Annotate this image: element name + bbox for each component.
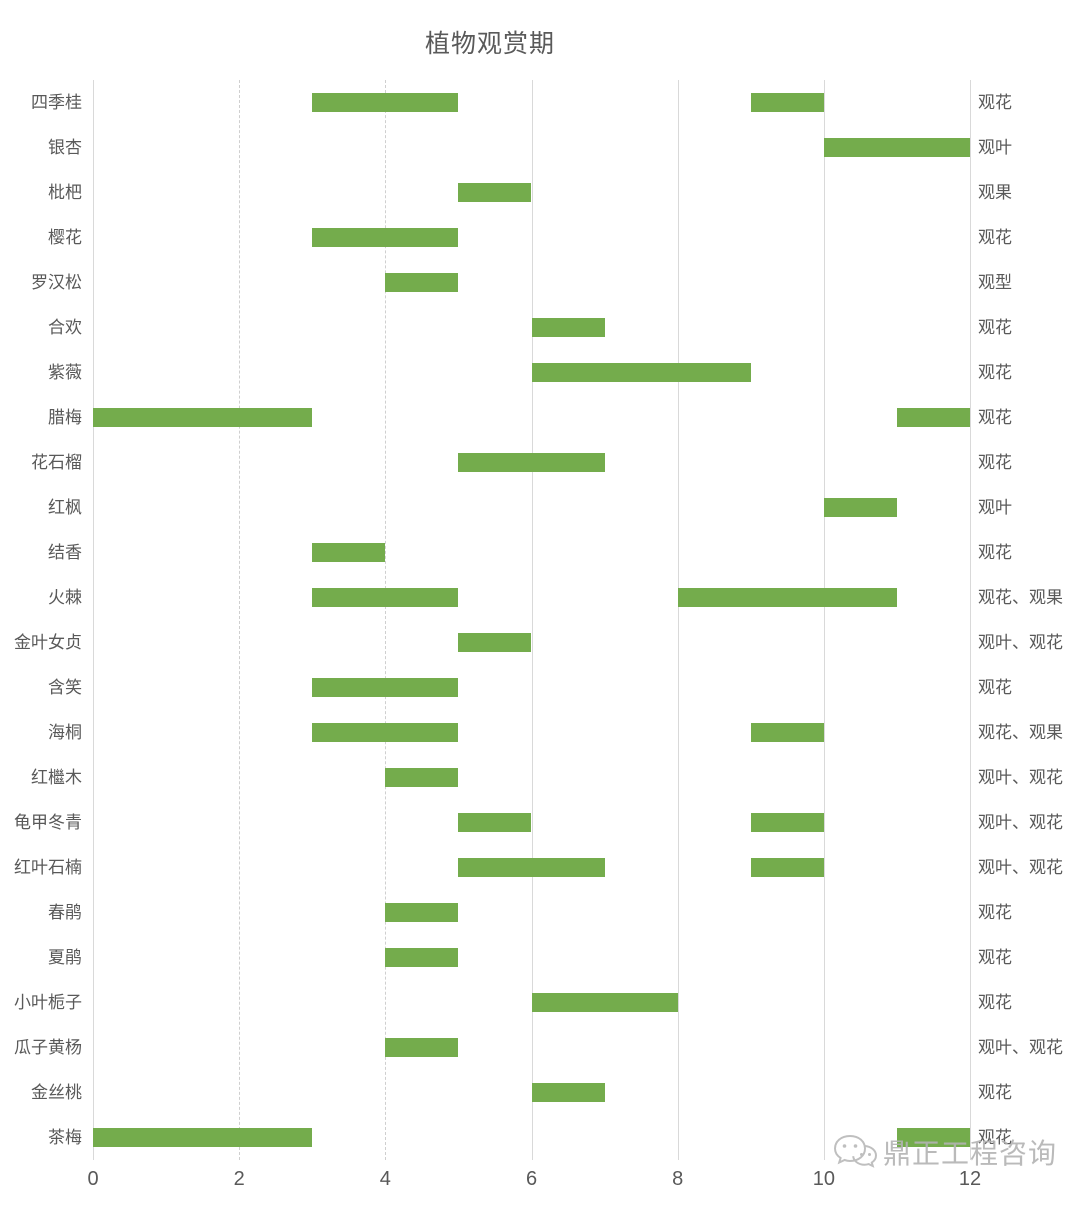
row-label-11: 结香 [48, 543, 82, 562]
bar-火棘-1 [312, 588, 459, 607]
bar-红叶石楠-2 [750, 858, 824, 877]
category-label-14: 观花 [978, 678, 1012, 697]
category-label-20: 观花 [978, 948, 1012, 967]
bar-夏鹃-1 [385, 948, 459, 967]
category-label-13: 观叶、观花 [978, 633, 1063, 652]
bar-金叶女贞-1 [458, 633, 532, 652]
category-label-3: 观果 [978, 183, 1012, 202]
row-label-16: 红檵木 [31, 768, 82, 787]
grid-line-month-10 [823, 80, 825, 1160]
row-label-17: 龟甲冬青 [14, 813, 82, 832]
category-label-9: 观花 [978, 453, 1012, 472]
bar-四季桂-1 [312, 93, 459, 112]
row-label-1: 四季桂 [31, 93, 82, 112]
bar-合欢-1 [531, 318, 605, 337]
bar-龟甲冬青-1 [458, 813, 532, 832]
row-label-21: 小叶栀子 [14, 993, 82, 1012]
bar-枇杷-1 [458, 183, 532, 202]
row-label-4: 樱花 [48, 228, 82, 247]
grid-line-month-4 [385, 80, 387, 1160]
grid-line-month-12 [970, 80, 971, 1160]
row-label-15: 海桐 [48, 723, 82, 742]
category-label-4: 观花 [978, 228, 1012, 247]
bar-四季桂-2 [750, 93, 824, 112]
category-label-8: 观花 [978, 408, 1012, 427]
row-label-20: 夏鹃 [48, 948, 82, 967]
bar-茶梅-2 [896, 1128, 970, 1147]
grid-line-month-0 [93, 80, 94, 1160]
bar-花石榴-1 [458, 453, 605, 472]
bar-春鹃-1 [385, 903, 459, 922]
bar-腊梅-1 [93, 408, 313, 427]
bar-樱花-1 [312, 228, 459, 247]
row-label-9: 花石榴 [31, 453, 82, 472]
category-label-7: 观花 [978, 363, 1012, 382]
row-label-6: 合欢 [48, 318, 82, 337]
category-label-15: 观花、观果 [978, 723, 1063, 742]
category-label-11: 观花 [978, 543, 1012, 562]
grid-line-month-6 [531, 80, 533, 1160]
row-label-24: 茶梅 [48, 1128, 82, 1147]
bar-紫薇-1 [531, 363, 751, 382]
bar-含笑-1 [312, 678, 459, 697]
row-label-2: 银杏 [48, 138, 82, 157]
category-label-5: 观型 [978, 273, 1012, 292]
category-label-16: 观叶、观花 [978, 768, 1063, 787]
x-tick-label-12: 12 [958, 1168, 982, 1190]
x-tick-label-6: 6 [525, 1168, 538, 1190]
bar-小叶栀子-1 [531, 993, 678, 1012]
row-label-19: 春鹃 [48, 903, 82, 922]
category-label-1: 观花 [978, 93, 1012, 112]
bar-腊梅-2 [896, 408, 970, 427]
watermark: 鼎正工程咨询 [832, 1132, 1057, 1172]
category-label-23: 观花 [978, 1083, 1012, 1102]
bar-结香-1 [312, 543, 386, 562]
x-tick-label-10: 10 [812, 1168, 835, 1190]
bar-瓜子黄杨-1 [385, 1038, 459, 1057]
bar-金丝桃-1 [531, 1083, 605, 1102]
bar-红叶石楠-1 [458, 858, 605, 877]
category-label-21: 观花 [978, 993, 1012, 1012]
wechat-logo-icon [833, 1134, 878, 1168]
watermark-text: 鼎正工程咨询 [883, 1138, 1058, 1169]
bar-火棘-2 [677, 588, 897, 607]
category-label-12: 观花、观果 [978, 588, 1063, 607]
bar-罗汉松-1 [385, 273, 459, 292]
bar-海桐-1 [312, 723, 459, 742]
bar-茶梅-1 [93, 1128, 313, 1147]
x-tick-label-8: 8 [672, 1168, 684, 1190]
row-label-8: 腊梅 [48, 408, 82, 427]
category-label-22: 观叶、观花 [978, 1038, 1063, 1057]
row-label-18: 红叶石楠 [14, 858, 82, 877]
chart-title: 植物观赏期 [424, 30, 555, 58]
category-label-2: 观叶 [978, 138, 1012, 157]
row-label-5: 罗汉松 [31, 273, 82, 292]
row-label-13: 金叶女贞 [14, 633, 82, 652]
bar-海桐-2 [750, 723, 824, 742]
category-label-18: 观叶、观花 [978, 858, 1063, 877]
grid-line-month-8 [677, 80, 679, 1160]
bar-银杏-1 [823, 138, 970, 157]
row-label-23: 金丝桃 [31, 1083, 82, 1102]
bar-红檵木-1 [385, 768, 459, 787]
x-tick-label-2: 2 [233, 1168, 245, 1190]
category-label-6: 观花 [978, 318, 1012, 337]
row-label-22: 瓜子黄杨 [14, 1038, 82, 1057]
row-label-10: 红枫 [48, 498, 82, 517]
x-tick-label-4: 4 [379, 1168, 391, 1190]
row-label-12: 火棘 [48, 588, 82, 607]
bar-龟甲冬青-2 [750, 813, 824, 832]
category-label-24: 观花 [978, 1128, 1012, 1147]
row-label-14: 含笑 [48, 678, 82, 697]
row-label-3: 枇杷 [48, 183, 82, 202]
category-label-19: 观花 [978, 903, 1012, 922]
category-label-10: 观叶 [978, 498, 1012, 517]
x-tick-label-0: 0 [87, 1168, 99, 1190]
row-label-7: 紫薇 [48, 363, 82, 382]
category-label-17: 观叶、观花 [978, 813, 1063, 832]
grid-line-month-2 [239, 80, 241, 1160]
bar-红枫-1 [823, 498, 897, 517]
